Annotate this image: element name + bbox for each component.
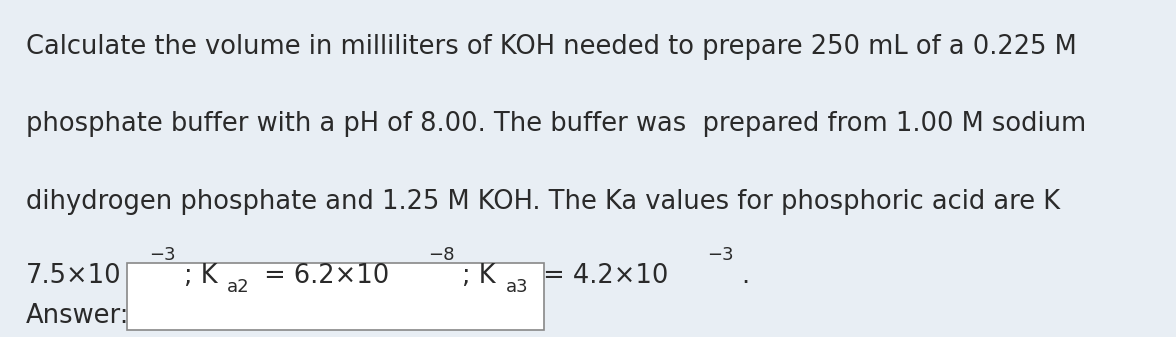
FancyBboxPatch shape <box>127 263 544 330</box>
Text: a3: a3 <box>506 278 528 296</box>
Text: ; K: ; K <box>183 263 218 289</box>
Text: .: . <box>741 263 749 289</box>
Text: −3: −3 <box>707 246 734 264</box>
Text: 7.5×10: 7.5×10 <box>26 263 121 289</box>
Text: phosphate buffer with a pH of 8.00. The buffer was  prepared from 1.00 M sodium: phosphate buffer with a pH of 8.00. The … <box>26 111 1087 137</box>
Text: a2: a2 <box>227 278 249 296</box>
Text: dihydrogen phosphate and 1.25 M KOH. The Ka values for phosphoric acid are K: dihydrogen phosphate and 1.25 M KOH. The… <box>26 189 1060 215</box>
Text: Answer:: Answer: <box>26 303 129 329</box>
Text: Calculate the volume in milliliters of KOH needed to prepare 250 mL of a 0.225 M: Calculate the volume in milliliters of K… <box>26 34 1076 60</box>
Text: = 6.2×10: = 6.2×10 <box>256 263 389 289</box>
Text: −3: −3 <box>149 246 176 264</box>
Text: = 4.2×10: = 4.2×10 <box>535 263 668 289</box>
Text: ; K: ; K <box>462 263 496 289</box>
Text: −8: −8 <box>428 246 455 264</box>
